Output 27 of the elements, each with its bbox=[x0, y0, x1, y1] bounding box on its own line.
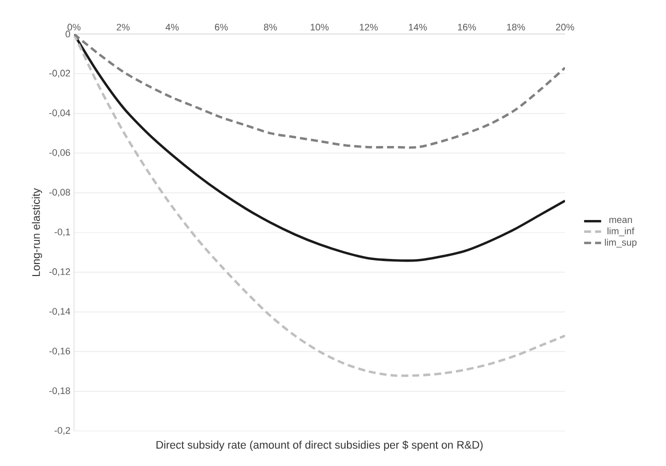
y-tick-label: -0,16 bbox=[49, 348, 70, 356]
legend-label: lim_inf bbox=[608, 227, 634, 236]
x-tick-label: 2% bbox=[116, 24, 130, 30]
y-tick-label: -0,06 bbox=[49, 149, 70, 158]
x-tick-label: 10% bbox=[310, 24, 329, 30]
x-tick-label: 16% bbox=[458, 24, 476, 30]
y-tick-label: -0,14 bbox=[49, 308, 70, 316]
x-tick-label: 12% bbox=[360, 24, 378, 30]
y-tick-label: -0,02 bbox=[49, 70, 70, 78]
x-tick-label: 0% bbox=[68, 24, 80, 30]
y-axis-title: Long-run elasticity bbox=[32, 188, 42, 276]
x-tick-label: 18% bbox=[507, 24, 526, 30]
x-tick-label: 4% bbox=[166, 24, 179, 30]
y-tick-label: -0,08 bbox=[49, 188, 70, 197]
y-tick-label: -0,18 bbox=[49, 387, 70, 396]
x-tick-label: 6% bbox=[214, 24, 228, 30]
y-tick-label: -0,04 bbox=[49, 109, 70, 118]
x-axis-title: Direct subsidy rate (amount of direct subsidies per $ spent on R&D) bbox=[156, 440, 483, 451]
y-tick-label: -0,1 bbox=[54, 228, 70, 236]
y-tick-label: -0,12 bbox=[49, 268, 70, 276]
x-tick-label: 8% bbox=[264, 24, 277, 30]
y-tick-label: -0,2 bbox=[54, 427, 70, 435]
x-tick-label: 20% bbox=[556, 24, 574, 30]
legend-label: mean bbox=[609, 218, 632, 224]
legend-label: lim_sup bbox=[604, 238, 637, 248]
x-tick-label: 14% bbox=[408, 24, 427, 30]
y-tick-label: 0 bbox=[66, 30, 70, 38]
